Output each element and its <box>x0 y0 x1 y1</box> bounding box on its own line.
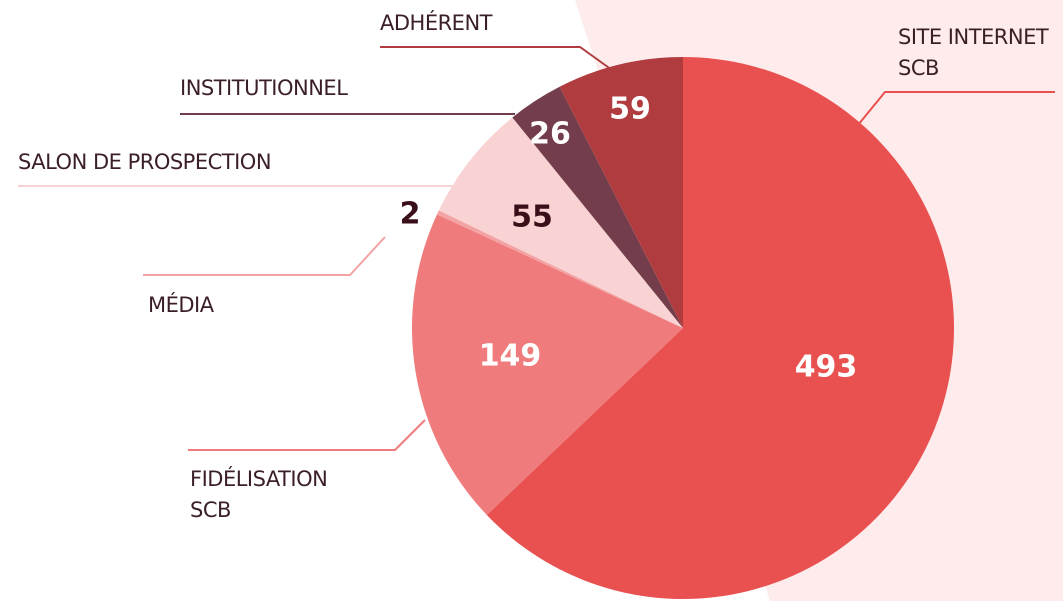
category-label: INSTITUTIONNEL <box>180 76 348 100</box>
value-label: 26 <box>529 117 571 152</box>
pie-slice <box>436 210 683 328</box>
pie-slice <box>512 86 683 328</box>
category-label: FIDÉLISATION SCB <box>190 467 328 522</box>
pie-slice <box>411 214 683 515</box>
category-label: ADHÉRENT <box>380 11 493 35</box>
category-label: SITE INTERNET SCB <box>898 25 1049 80</box>
leader-line <box>380 46 613 71</box>
pie-slice <box>559 57 683 328</box>
pie-slice <box>438 117 683 329</box>
value-label: 149 <box>479 339 542 374</box>
value-label: 493 <box>795 350 858 385</box>
category-label: SALON DE PROSPECTION <box>18 150 272 174</box>
value-label: 55 <box>511 200 553 235</box>
value-label: 59 <box>609 92 651 127</box>
pie-slice <box>486 57 954 599</box>
value-label: 2 <box>400 197 421 232</box>
category-label: MÉDIA <box>148 293 214 317</box>
leader-line <box>857 91 1055 126</box>
leader-line <box>188 419 426 451</box>
leader-line <box>143 236 386 276</box>
